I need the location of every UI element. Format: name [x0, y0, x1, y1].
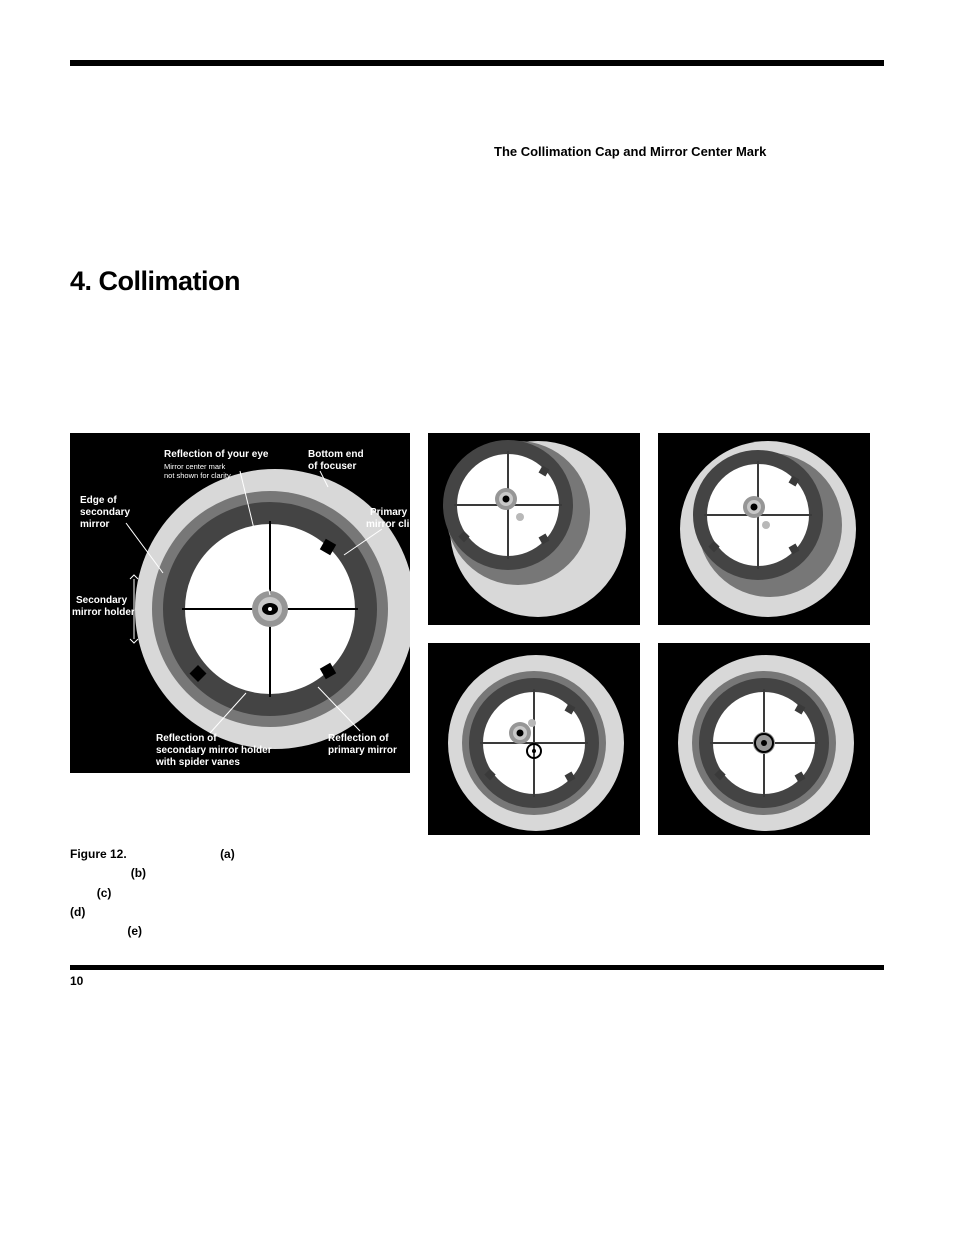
body-text: Duis aute irure dolor in reprehenderit i…: [70, 196, 460, 248]
caption-b: (b): [131, 866, 146, 880]
svg-text:Primary: Primary: [370, 507, 408, 518]
caption-a: (a): [220, 847, 235, 861]
svg-text:secondary: secondary: [80, 507, 130, 518]
figure-panel-d: [428, 643, 640, 835]
section-heading: 4. Collimation: [70, 262, 460, 301]
caption-e: (e): [127, 924, 142, 938]
figure-caption: Figure 12. Collimation view (a) mirrors …: [70, 845, 884, 941]
svg-text:mirror clip: mirror clip: [366, 519, 410, 530]
svg-text:Secondary: Secondary: [76, 595, 128, 606]
svg-text:Reflection of: Reflection of: [156, 733, 217, 744]
body-text: Lorem ipsum dolor sit amet, consectetur …: [494, 168, 884, 255]
caption-d: (d): [70, 905, 85, 919]
page-number: 10: [70, 974, 884, 988]
figure-label: Figure 12.: [70, 847, 127, 861]
bottom-rule: [70, 965, 884, 970]
svg-text:Reflection of your eye: Reflection of your eye: [164, 449, 269, 460]
body-text: Excepteur sint occaecat cupidatat non pr…: [494, 255, 884, 342]
left-column: Lorem ipsum dolor sit amet, consectetur …: [70, 126, 460, 415]
body-text: Duis aute irure dolor in reprehenderit i…: [70, 363, 460, 415]
figure-panel-a: Reflection of your eye Mirror center mar…: [70, 433, 410, 773]
svg-text:Mirror center mark: Mirror center mark: [164, 462, 226, 471]
svg-text:Bottom end: Bottom end: [308, 449, 364, 460]
figure-small-grid: [428, 433, 884, 835]
svg-text:with spider vanes: with spider vanes: [155, 757, 240, 768]
figure-panel-b: [428, 433, 640, 625]
svg-text:Reflection of: Reflection of: [328, 733, 389, 744]
caption-c: (c): [97, 886, 112, 900]
page: Lorem ipsum dolor sit amet, consectetur …: [0, 0, 954, 1018]
text-columns: Lorem ipsum dolor sit amet, consectetur …: [70, 126, 884, 415]
top-rule: [70, 60, 884, 66]
svg-text:mirror holder: mirror holder: [72, 607, 135, 618]
right-column: Lorem ipsum dolor sit amet consectetur. …: [494, 126, 884, 415]
body-text: Lorem ipsum dolor sit amet consectetur.: [494, 126, 884, 143]
svg-text:of focuser: of focuser: [308, 461, 356, 472]
figure-panel-c: [658, 433, 870, 625]
svg-text:mirror: mirror: [80, 519, 110, 530]
figure-12: Reflection of your eye Mirror center mar…: [70, 433, 884, 941]
figure-panel-e: [658, 643, 870, 835]
body-text: Lorem ipsum dolor sit amet, consectetur …: [70, 311, 460, 363]
body-text: Lorem ipsum dolor sit amet, consectetur …: [70, 126, 460, 196]
svg-text:not shown for clarity: not shown for clarity: [164, 471, 231, 480]
subheading: The Collimation Cap and Mirror Center Ma…: [494, 143, 884, 162]
svg-text:primary mirror: primary mirror: [328, 745, 397, 756]
svg-text:Edge of: Edge of: [80, 495, 117, 506]
body-text: Nemo enim ipsam voluptatem quia voluptas…: [494, 342, 884, 394]
svg-text:secondary mirror holder: secondary mirror holder: [156, 745, 272, 756]
collimation-diagram-a: Reflection of your eye Mirror center mar…: [70, 433, 410, 773]
